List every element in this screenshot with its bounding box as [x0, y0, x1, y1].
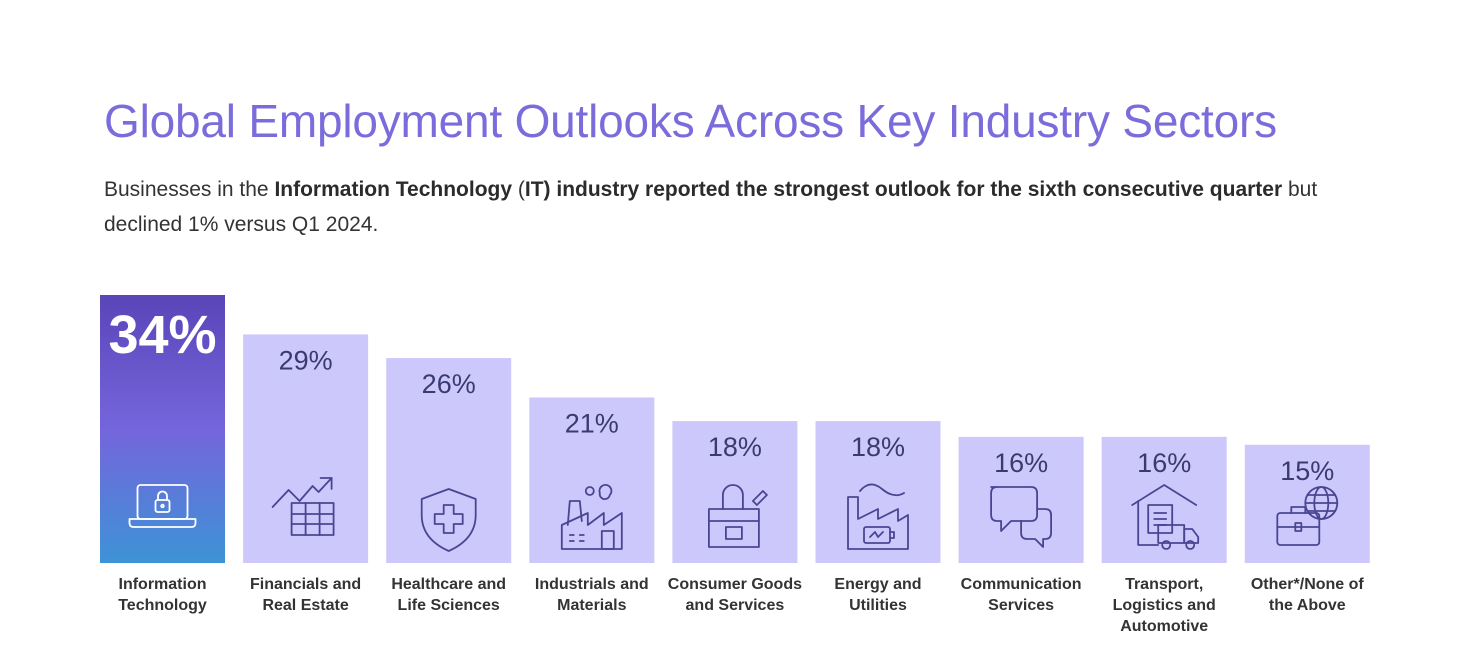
- bar: [815, 421, 941, 563]
- delivery-truck-icon: [1131, 484, 1200, 550]
- subtitle-part: Information Technology: [274, 178, 513, 201]
- bar-value-label: 18%: [708, 432, 762, 462]
- bar: [386, 358, 512, 563]
- shopping-bag-icon: [708, 484, 768, 548]
- bar-value-label: 26%: [422, 369, 476, 399]
- category-label: Industrials and Materials: [534, 576, 649, 614]
- bar-value-label: 21%: [565, 408, 619, 438]
- bar-value-label: 16%: [994, 448, 1048, 478]
- chat-bubbles-icon: [990, 486, 1052, 548]
- bar-value-label: 18%: [851, 432, 905, 462]
- subtitle-part: but declined 1% versus Q1 2024.: [104, 178, 1318, 236]
- factory-icon: [560, 484, 623, 550]
- medical-shield-icon: [420, 488, 477, 552]
- energy-plant-icon: [847, 483, 909, 550]
- page-title: Global Employment Outlooks Across Key In…: [104, 95, 1277, 147]
- category-label: Energy and Utilities: [834, 576, 922, 614]
- bar-value-label: 29%: [279, 345, 333, 375]
- category-label: Transport, Logistics and Automotive: [1112, 576, 1216, 635]
- category-label: Healthcare and Life Sciences: [391, 576, 507, 614]
- subtitle: Businesses in the Information Technology…: [104, 172, 1384, 242]
- bar: [529, 397, 655, 563]
- category-label: Information Technology: [118, 576, 207, 614]
- category-label: Consumer Goods and Services: [667, 576, 802, 614]
- subtitle-part: Businesses in the: [104, 178, 275, 201]
- subtitle-part: IT) industry reported the strongest outl…: [524, 178, 1283, 201]
- category-label: Communication Services: [960, 576, 1082, 614]
- bar-value-label: 15%: [1280, 456, 1334, 486]
- globe-briefcase-icon: [1276, 486, 1339, 546]
- bar: [958, 436, 1084, 563]
- category-label: Other*/None of the Above: [1250, 576, 1364, 614]
- category-label: Financials and Real Estate: [250, 576, 362, 614]
- laptop-lock-icon: [128, 484, 197, 528]
- bar-value-label: 34%: [108, 305, 216, 365]
- bar-value-label: 16%: [1137, 448, 1191, 478]
- finance-chart-icon: [271, 477, 335, 536]
- subtitle-part: (: [512, 178, 525, 201]
